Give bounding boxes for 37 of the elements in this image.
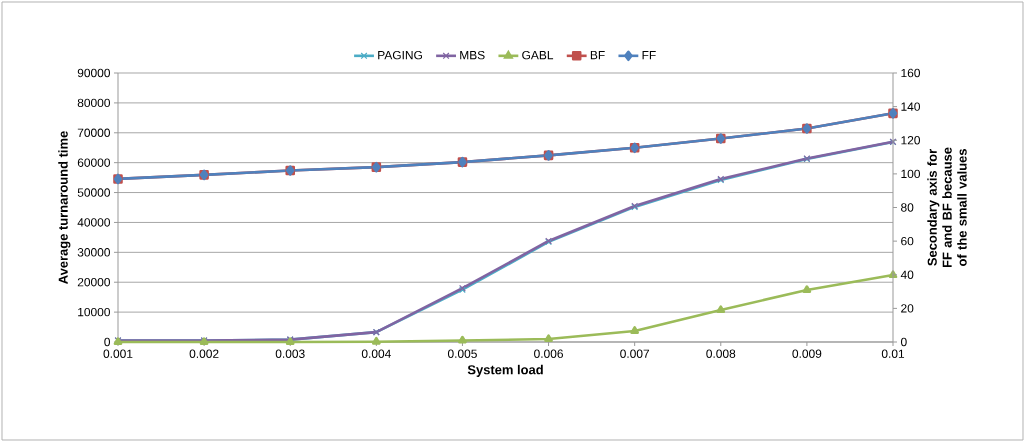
x-tick-label: 0.002 bbox=[189, 349, 219, 358]
x-tick-label: 0.001 bbox=[103, 349, 133, 358]
x-tick-label: 0.005 bbox=[447, 349, 477, 358]
y2-tick-label: 40 bbox=[900, 270, 914, 279]
legend-label: GABL bbox=[522, 50, 554, 60]
legend-label: MBS bbox=[460, 50, 485, 60]
y-tick-label: 50000 bbox=[77, 188, 111, 197]
y-tick-label: 20000 bbox=[77, 278, 111, 287]
y-tick-label: 30000 bbox=[77, 248, 111, 257]
y-tick-label: 0 bbox=[104, 337, 111, 347]
y2-tick-label: 80 bbox=[901, 203, 914, 212]
legend-label: PAGING bbox=[378, 50, 422, 60]
y2-tick-label: 20 bbox=[901, 304, 914, 313]
x-tick-label: 0.003 bbox=[275, 349, 305, 358]
y2-tick-label: 120 bbox=[901, 136, 921, 145]
y-axis-title: Average turnaround time bbox=[58, 131, 71, 284]
x-tick-label: 0.009 bbox=[792, 349, 822, 358]
y-tick-label: 80000 bbox=[77, 98, 111, 108]
y2-tick-label: 60 bbox=[901, 236, 914, 246]
y-tick-label: 90000 bbox=[77, 68, 111, 78]
y2-axis-title: Secondary axis for FF and BF because of the small values bbox=[927, 147, 967, 268]
x-axis-title: System load bbox=[467, 364, 543, 377]
y2-tick-label: 0 bbox=[900, 337, 907, 347]
legend-label: FF bbox=[642, 50, 656, 60]
x-tick-label: 0.01 bbox=[881, 349, 905, 358]
x-tick-label: 0.006 bbox=[534, 349, 563, 358]
y-tick-label: 40000 bbox=[77, 218, 111, 227]
x-tick-label: 0.008 bbox=[706, 349, 736, 358]
y-tick-label: 60000 bbox=[77, 158, 111, 167]
x-tick-label: 0.004 bbox=[361, 349, 391, 358]
y2-tick-label: 100 bbox=[901, 169, 921, 179]
legend-label: BF bbox=[590, 50, 605, 60]
y-tick-label: 70000 bbox=[77, 128, 111, 138]
y2-tick-label: 140 bbox=[901, 102, 921, 111]
x-tick-label: 0.007 bbox=[620, 349, 650, 358]
y2-tick-label: 160 bbox=[901, 68, 921, 78]
y-tick-label: 10000 bbox=[78, 307, 111, 317]
